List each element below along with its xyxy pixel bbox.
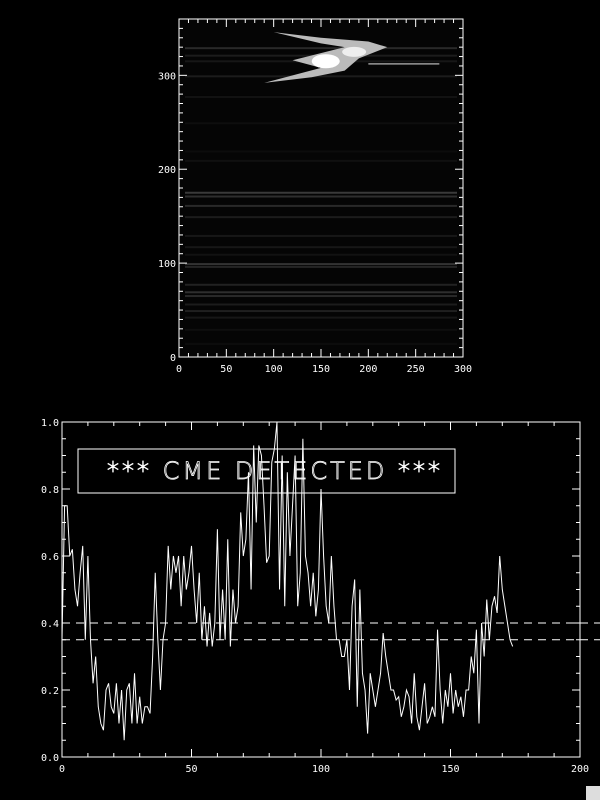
x-tick-label: 200 (571, 764, 589, 775)
y-tick-label: 0.0 (41, 753, 59, 764)
image-streak (185, 265, 457, 268)
image-streak (185, 191, 457, 194)
resize-grip[interactable] (586, 786, 600, 800)
annotation-text: *** CME DETECTED *** (107, 457, 443, 485)
x-tick-label: 300 (454, 364, 472, 375)
image-streak (185, 75, 457, 78)
y-tick-label: 200 (158, 165, 176, 176)
image-streak (185, 310, 457, 313)
image-streak (185, 328, 457, 331)
image-bright-core (311, 54, 340, 69)
image-streak (185, 195, 457, 198)
image-streak (368, 63, 440, 65)
image-streak (185, 159, 457, 162)
image-streak (185, 216, 457, 219)
y-tick-label: 1.0 (41, 418, 59, 429)
image-streak (185, 263, 457, 266)
image-streak (185, 253, 457, 256)
y-tick-label: 0.2 (41, 686, 59, 697)
image-streak (185, 246, 457, 249)
image-streak (185, 283, 457, 286)
image-streak (185, 291, 457, 294)
x-tick-label: 150 (312, 364, 330, 375)
annotation-box (77, 448, 456, 494)
image-streak (185, 204, 457, 207)
x-tick-label: 0 (59, 764, 65, 775)
heatmap-plot: 0 50 100 150 200 250 300 0 100 200 300 (158, 18, 472, 375)
image-streak (185, 95, 457, 98)
data-series-line (61, 421, 514, 741)
y-tick-label: 300 (158, 71, 176, 82)
image-streak (185, 316, 457, 319)
image-streak (185, 295, 457, 298)
image-streak (185, 122, 457, 125)
y-tick-label: 0 (170, 353, 176, 364)
y-tick-label: 0.4 (41, 619, 59, 630)
x-tick-label: 100 (265, 364, 283, 375)
y-tick-label: 0.8 (41, 485, 59, 496)
x-tick-label: 0 (176, 364, 182, 375)
line-plot: *** CME DETECTED *** 0 50 100 150 200 0.0 0.2 0… (41, 418, 600, 775)
x-tick-label: 250 (407, 364, 425, 375)
x-tick-label: 50 (220, 364, 232, 375)
image-bright-core (342, 46, 367, 57)
image-streak (185, 47, 457, 50)
image-streak (185, 150, 457, 153)
image-streak (185, 303, 457, 306)
y-tick-label: 100 (158, 259, 176, 270)
x-tick-label: 150 (441, 764, 459, 775)
x-tick-label: 50 (185, 764, 197, 775)
image-streak (185, 234, 457, 237)
image-streak (185, 342, 457, 345)
x-tick-label: 200 (359, 364, 377, 375)
x-tick-label: 100 (312, 764, 330, 775)
y-tick-label: 0.6 (41, 552, 59, 563)
